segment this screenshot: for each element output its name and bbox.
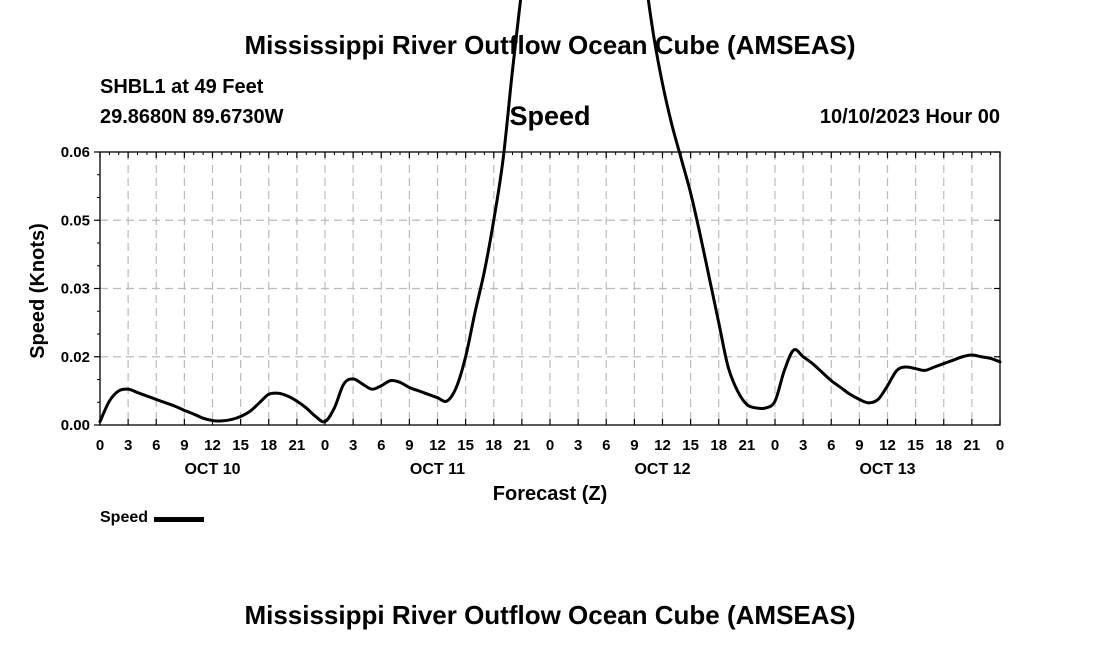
x-tick-label: 18 [485,437,502,454]
x-tick-label: 12 [204,437,221,454]
x-tick-label: 3 [349,437,357,454]
series-line-speed [98,0,1002,424]
x-tick-label: 18 [935,437,952,454]
x-tick-label: 3 [574,437,582,454]
x-tick-label: 18 [260,437,277,454]
x-tick-label: 0 [771,437,779,454]
x-tick-label: 12 [879,437,896,454]
chart-main-title: Mississippi River Outflow Ocean Cube (AM… [244,30,856,60]
legend: Speed [100,509,205,527]
x-tick-label: 15 [457,437,474,454]
y-tick-label: 0.03 [61,281,90,298]
legend-swatch-speed [154,517,205,522]
x-tick-label: 21 [514,437,531,454]
day-label: OCT 13 [859,461,915,478]
x-tick-label: 9 [405,437,413,454]
y-tick-label: 0.06 [61,144,90,161]
x-tick-label: 18 [710,437,727,454]
x-tick-label: 12 [429,437,446,454]
day-label: OCT 12 [634,461,690,478]
x-tick-label: 15 [682,437,699,454]
x-tick-label: 0 [321,437,329,454]
x-tick-label: 9 [180,437,188,454]
x-tick-label: 0 [96,437,104,454]
footer-title: Mississippi River Outflow Ocean Cube (AM… [244,600,856,630]
x-tick-label: 15 [232,437,249,454]
x-axis-title: Forecast (Z) [493,483,607,505]
series-layer [98,0,1002,424]
tick-labels: 0 3 6 9 12 15 18 21 0 3 6 9 12 15 18 21 0 3 6 9 12 15 18 21 0 3 6 9… [61,144,1004,478]
x-tick-label: 9 [855,437,863,454]
x-tick-label: 3 [799,437,807,454]
x-tick-label: 0 [996,437,1004,454]
x-tick-label: 21 [964,437,981,454]
y-tick-label: 0.00 [61,417,90,434]
y-tick-label: 0.05 [61,212,90,229]
x-tick-label: 3 [124,437,132,454]
legend-label-speed: Speed [100,509,149,526]
x-tick-label: 15 [907,437,924,454]
coordinates-label: 29.8680N 89.6730W [100,106,284,128]
x-tick-label: 9 [630,437,638,454]
station-label: SHBL1 at 49 Feet [100,76,264,98]
x-tick-label: 6 [827,437,835,454]
x-tick-label: 6 [602,437,610,454]
x-tick-label: 6 [377,437,385,454]
grid-lines [100,152,1000,425]
x-tick-label: 0 [546,437,554,454]
x-tick-label: 21 [739,437,756,454]
forecast-datetime: 10/10/2023 Hour 00 [819,106,1000,128]
variable-title: Speed [509,101,591,131]
x-tick-label: 21 [289,437,306,454]
x-tick-label: 6 [152,437,160,454]
y-tick-label: 0.02 [61,349,90,366]
day-label: OCT 11 [410,461,465,478]
day-label: OCT 10 [184,461,240,478]
y-axis-title: Speed (Knots) [27,223,49,359]
x-tick-label: 12 [654,437,671,454]
tick-marks [94,151,1001,426]
